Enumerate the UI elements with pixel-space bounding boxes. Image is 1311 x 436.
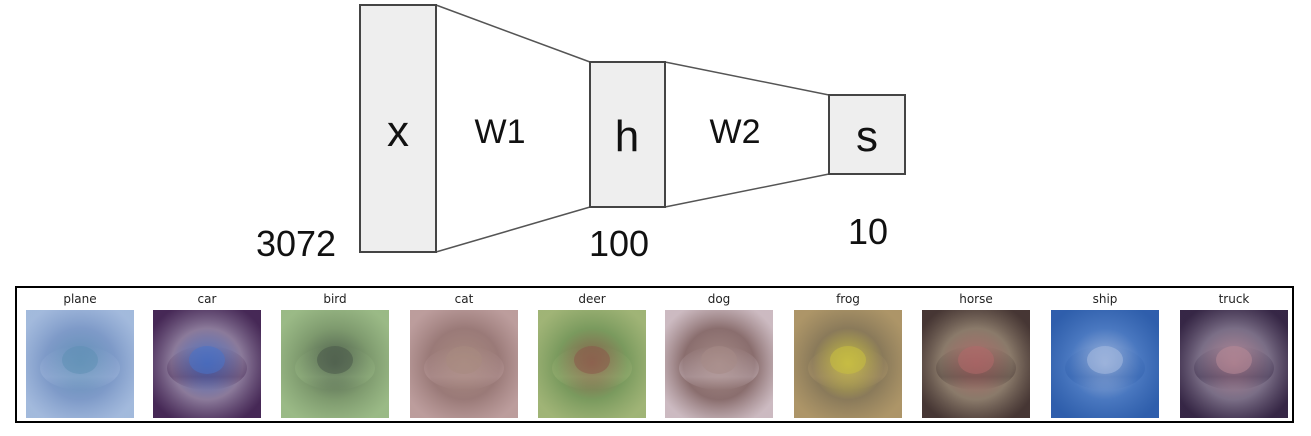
template-horse: horse [921,292,1031,418]
class-template-strip: plane car bird cat deer dog frog horse ship truck [15,286,1294,423]
hidden-layer-box [589,61,666,208]
template-image [1180,310,1288,418]
template-image [794,310,902,418]
template-label: horse [959,292,993,306]
template-label: frog [836,292,860,306]
network-diagram: x h s W1 W2 3072 100 10 [256,4,906,264]
connector-h-s-bottom [664,173,830,208]
template-dog: dog [664,292,774,418]
hidden-size-label: 100 [589,223,649,264]
template-label: plane [63,292,97,306]
template-label: car [197,292,217,306]
template-cat: cat [409,292,519,418]
template-label: cat [454,292,474,306]
connector-x-h-bottom [435,206,591,253]
template-image [281,310,389,418]
template-image [153,310,261,418]
template-image [26,310,134,418]
input-size-label: 3072 [256,223,336,264]
template-label: bird [323,292,347,306]
template-label: truck [1218,292,1250,306]
template-label: deer [578,292,606,306]
template-deer: deer [537,292,647,418]
weight-label-w1: W1 [475,113,526,151]
connector-h-s-top [664,61,830,96]
template-ship: ship [1050,292,1160,418]
template-image [538,310,646,418]
template-car: car [152,292,262,418]
template-image [410,310,518,418]
template-truck: truck [1179,292,1289,418]
template-frog: frog [793,292,903,418]
template-plane: plane [25,292,135,418]
template-image [665,310,773,418]
weight-label-w2: W2 [710,113,761,151]
input-layer-box [359,4,437,253]
template-bird: bird [280,292,390,418]
output-layer-box [828,94,906,175]
output-layer-letter: s [856,112,878,161]
input-layer-letter: x [387,107,409,156]
hidden-layer-letter: h [615,112,639,161]
template-label: dog [707,292,731,306]
template-image [922,310,1030,418]
template-image [1051,310,1159,418]
template-label: ship [1092,292,1118,306]
connector-x-h-top [435,4,591,63]
output-size-label: 10 [848,211,888,252]
